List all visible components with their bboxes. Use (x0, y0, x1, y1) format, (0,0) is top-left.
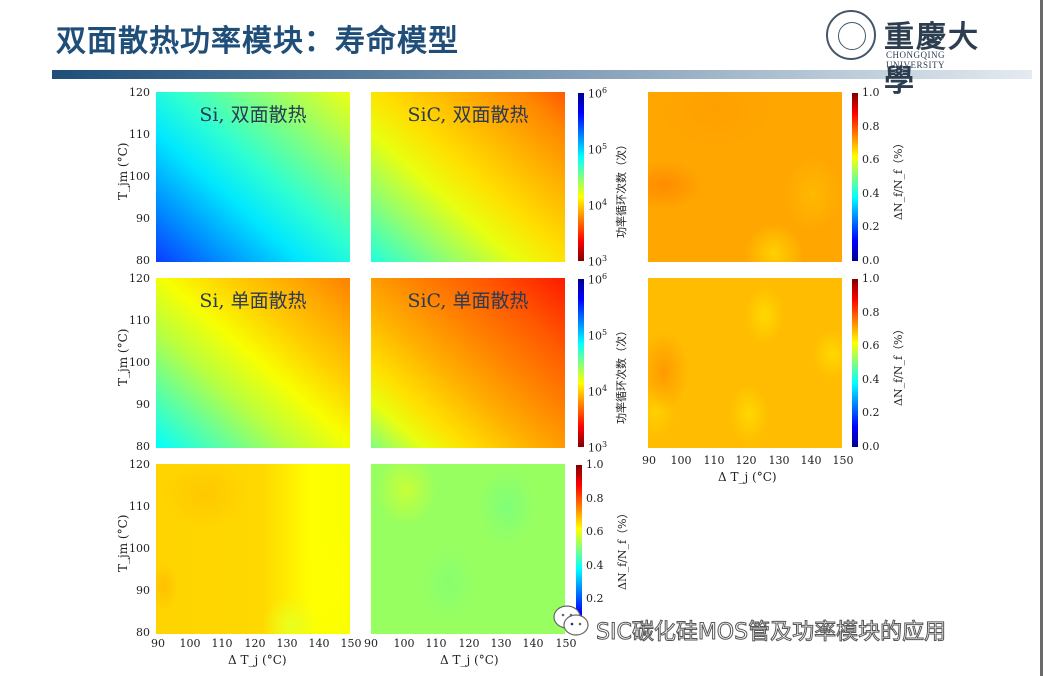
colorbar-tick: 106 (588, 86, 608, 101)
colorbar-label: ΔN_f/N_f（%） (892, 323, 905, 407)
x-tick: 150 (555, 637, 577, 650)
x-tick: 100 (179, 637, 201, 650)
y-tick: 100 (129, 542, 150, 555)
x-tick: 100 (393, 637, 415, 650)
colorbar-tick: 0.4 (586, 559, 604, 572)
heatmap-delta-nf-single-sided (648, 278, 842, 448)
x-tick: 130 (276, 637, 298, 650)
heatmap-sic-double-sided: SiC, 双面散热 (371, 92, 565, 262)
panel-label: SiC, 单面散热 (407, 290, 529, 312)
university-logo: 重慶大學 CHONGQING UNIVERSITY (826, 10, 996, 99)
x-tick: 140 (522, 637, 544, 650)
x-tick: 90 (364, 637, 378, 650)
colorbar-tick: 0.4 (862, 187, 880, 200)
panel-label: SiC, 双面散热 (407, 104, 529, 126)
y-tick: 120 (129, 86, 150, 99)
heatmap-delta-nf-si (156, 464, 350, 634)
panel-label: Si, 单面散热 (199, 290, 307, 312)
colorbar-tick: 1.0 (862, 272, 880, 285)
x-tick: 140 (308, 637, 330, 650)
y-tick: 110 (129, 128, 150, 141)
watermark-text: SIC碳化硅MOS管及功率模块的应用 (595, 620, 947, 646)
x-tick: 110 (211, 637, 233, 650)
y-axis-label: T_jm (°C) (116, 142, 130, 200)
colorbar-tick: 0.6 (862, 339, 880, 352)
y-tick: 90 (136, 398, 150, 411)
colorbar-tick: 0.0 (862, 440, 880, 453)
heatmap-delta-nf-sic (371, 464, 565, 634)
heatmap-sic-single-sided: SiC, 单面散热 (371, 278, 565, 448)
y-tick: 120 (129, 272, 150, 285)
x-tick: 150 (832, 454, 854, 467)
colorbar-tick: 0.0 (862, 254, 880, 267)
colorbar-tick: 0.2 (862, 406, 880, 419)
colorbar-ratio (852, 93, 858, 261)
colorbar-cycles (578, 93, 584, 261)
title-underline-bar (52, 70, 1032, 79)
colorbar-tick: 0.6 (862, 153, 880, 166)
colorbar-tick: 1.0 (862, 86, 880, 99)
x-tick: 130 (490, 637, 512, 650)
x-tick: 110 (703, 454, 725, 467)
y-axis-label: T_jm (°C) (116, 328, 130, 386)
y-tick: 110 (129, 314, 150, 327)
x-tick: 100 (670, 454, 692, 467)
colorbar-tick: 0.8 (862, 120, 880, 133)
x-axis-label: Δ T_j (°C) (440, 653, 499, 667)
y-tick: 80 (136, 440, 150, 453)
y-tick: 80 (136, 626, 150, 639)
x-tick: 120 (458, 637, 480, 650)
colorbar-tick: 103 (588, 254, 608, 269)
colorbar-ratio (852, 279, 858, 447)
colorbar-label: ΔN_f/N_f（%） (892, 137, 905, 221)
right-edge-strip (1040, 0, 1043, 676)
x-tick: 140 (800, 454, 822, 467)
heatmap-si-double-sided: Si, 双面散热 (156, 92, 350, 262)
x-tick: 120 (244, 637, 266, 650)
y-tick: 90 (136, 212, 150, 225)
colorbar-tick: 106 (588, 272, 608, 287)
x-tick: 110 (425, 637, 447, 650)
heatmap-si-single-sided: Si, 单面散热 (156, 278, 350, 448)
y-tick: 120 (129, 458, 150, 471)
colorbar-tick: 0.2 (586, 592, 604, 605)
colorbar-ratio (576, 465, 582, 633)
colorbar-cycles (578, 279, 584, 447)
colorbar-tick: 104 (588, 198, 608, 213)
page-title: 双面散热功率模块：寿命模型 (56, 24, 459, 59)
x-tick: 130 (768, 454, 790, 467)
x-tick: 150 (340, 637, 362, 650)
colorbar-tick: 105 (588, 142, 608, 157)
y-tick: 100 (129, 170, 150, 183)
colorbar-tick: 1.0 (586, 458, 604, 471)
colorbar-tick: 0.4 (862, 373, 880, 386)
y-tick: 110 (129, 500, 150, 513)
colorbar-tick: 105 (588, 328, 608, 343)
logo-chinese-name: 重慶大學 (884, 20, 980, 99)
colorbar-tick: 104 (588, 384, 608, 399)
colorbar-tick: 0.8 (586, 492, 604, 505)
colorbar-tick: 0.6 (586, 525, 604, 538)
y-tick: 100 (129, 356, 150, 369)
y-axis-label: T_jm (°C) (116, 514, 130, 572)
x-tick: 90 (151, 637, 165, 650)
colorbar-label: 功率循环次数（次） (615, 139, 628, 238)
colorbar-label: ΔN_f/N_f（%） (616, 507, 629, 591)
x-axis-label: Δ T_j (°C) (228, 653, 287, 667)
x-tick: 90 (642, 454, 656, 467)
y-tick: 80 (136, 254, 150, 267)
y-tick: 90 (136, 584, 150, 597)
x-axis-label: Δ T_j (°C) (718, 470, 777, 484)
x-tick: 120 (735, 454, 757, 467)
wechat-icon (553, 605, 589, 636)
colorbar-tick: 0.2 (862, 220, 880, 233)
colorbar-tick: 0.8 (862, 306, 880, 319)
colorbar-tick: 103 (588, 440, 608, 455)
panel-label: Si, 双面散热 (199, 104, 307, 126)
heatmap-delta-nf-double-sided (648, 92, 842, 262)
colorbar-label: 功率循环次数（次） (615, 325, 628, 424)
university-seal-icon (826, 10, 876, 60)
logo-english-name: CHONGQING UNIVERSITY (886, 50, 945, 70)
